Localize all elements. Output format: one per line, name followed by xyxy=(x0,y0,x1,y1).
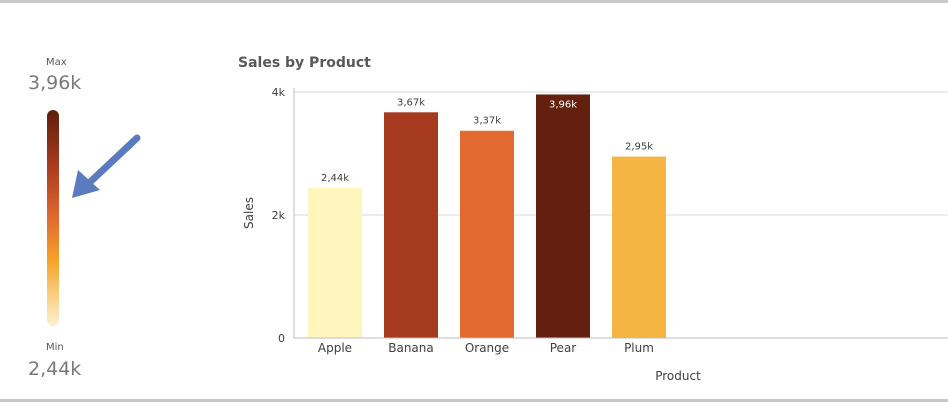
bar-banana[interactable] xyxy=(384,112,438,338)
x-tick-label: Pear xyxy=(550,341,577,355)
legend-min-value: 2,44k xyxy=(28,358,82,380)
y-axis-label: Sales xyxy=(242,197,256,229)
chart-title: Sales by Product xyxy=(238,55,371,71)
x-tick-label: Plum xyxy=(624,341,654,355)
bar-orange[interactable] xyxy=(460,130,514,338)
y-tick-label: 2k xyxy=(272,209,286,222)
bar-value-label: 2,95k xyxy=(625,142,653,153)
x-tick-label: Apple xyxy=(318,341,352,355)
bar-value-label: 2,44k xyxy=(321,173,349,184)
bottom-border xyxy=(0,399,948,402)
legend-max-value: 3,96k xyxy=(28,72,82,94)
bar-value-label: 3,37k xyxy=(473,116,501,127)
bar-value-label: 3,67k xyxy=(397,97,425,108)
bar-apple[interactable] xyxy=(308,187,362,338)
legend-min-label: Min xyxy=(46,342,64,353)
x-tick-label: Orange xyxy=(465,341,509,355)
bar-plum[interactable] xyxy=(612,156,666,338)
y-tick-label: 4k xyxy=(272,86,286,99)
bar-value-label: 3,96k xyxy=(549,99,577,110)
top-border xyxy=(0,0,948,3)
annotation-arrow-icon xyxy=(72,134,141,198)
x-axis-label: Product xyxy=(655,369,701,383)
x-tick-label: Banana xyxy=(388,341,434,355)
color-legend-bar xyxy=(47,110,59,326)
bar-pear[interactable] xyxy=(536,94,590,339)
legend-max-label: Max xyxy=(46,57,67,68)
y-tick-label: 0 xyxy=(278,332,285,345)
